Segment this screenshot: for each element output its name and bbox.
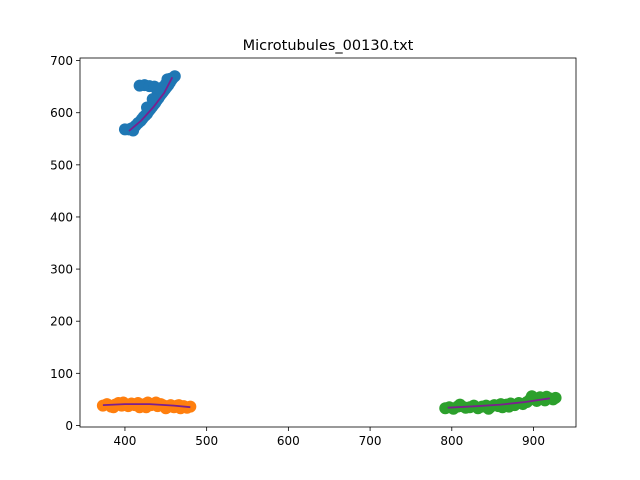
y-tick-label: 0 (65, 419, 73, 433)
data-point (140, 401, 153, 414)
fit-line-1 (128, 76, 174, 132)
data-point (117, 396, 130, 409)
y-tick-label: 500 (50, 158, 73, 172)
y-tick-label: 200 (50, 315, 73, 329)
x-tick-label: 900 (522, 434, 545, 448)
data-point (525, 390, 538, 403)
data-point (453, 398, 466, 411)
x-tick-label: 800 (440, 434, 463, 448)
x-tick-label: 600 (277, 434, 300, 448)
y-tick-label: 600 (50, 106, 73, 120)
x-tick-label: 500 (195, 434, 218, 448)
data-point (549, 391, 562, 404)
chart-title: Microtubules_00130.txt (243, 38, 414, 54)
axes: 400 500 600 700 800 900 0 100 200 300 400 500 600 700 (50, 54, 577, 448)
fit-line-3 (447, 397, 551, 409)
data-point (172, 399, 185, 412)
y-tick-label: 100 (50, 367, 73, 381)
data-point (127, 124, 140, 137)
data-point (141, 101, 154, 114)
fit-line-2 (102, 403, 191, 409)
y-tick-label: 300 (50, 263, 73, 277)
x-tick-label: 700 (359, 434, 382, 448)
x-tick-label: 400 (113, 434, 136, 448)
data-point (538, 394, 551, 407)
y-tick-label: 400 (50, 210, 73, 224)
plot-frame (79, 57, 577, 428)
y-tick-label: 700 (50, 54, 73, 68)
plot-marks (96, 70, 562, 415)
